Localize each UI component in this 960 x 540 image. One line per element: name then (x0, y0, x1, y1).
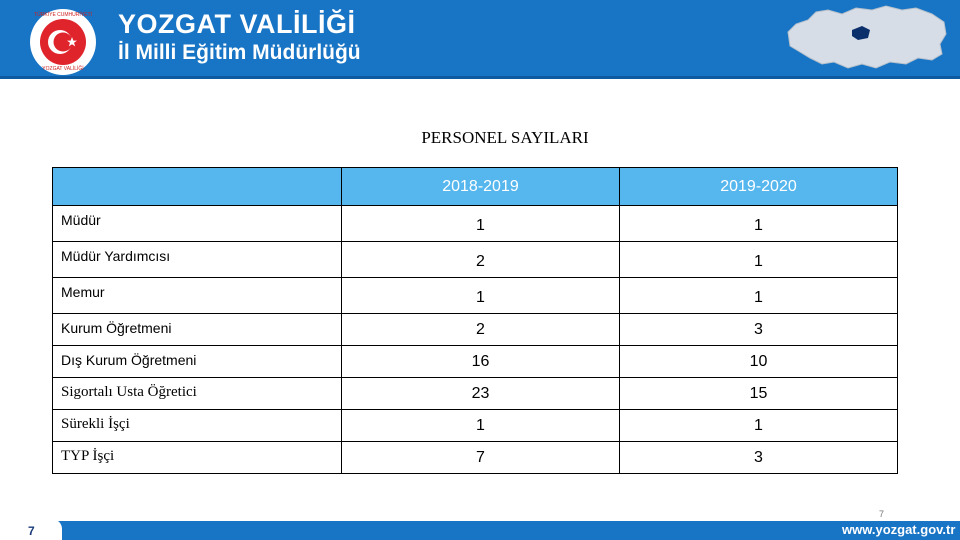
row-value-2018-2019: 1 (341, 205, 620, 242)
table-row: Dış Kurum Öğretmeni 16 10 (52, 345, 898, 378)
table-row: Müdür 1 1 (52, 205, 898, 242)
slide-title: PERSONEL SAYILARI (421, 128, 589, 147)
row-value-2019-2020: 3 (619, 441, 898, 474)
header-bar: TÜRKİYE CUMHURİYETİ YOZGAT VALİLİĞİ YOZG… (0, 0, 960, 79)
row-value-2019-2020: 1 (619, 409, 898, 442)
personnel-table: 2018-2019 2019-2020 Müdür 1 1 Müdür Yard… (52, 167, 898, 474)
row-value-2019-2020: 3 (619, 313, 898, 346)
row-value-2019-2020: 1 (619, 205, 898, 242)
row-value-2019-2020: 10 (619, 345, 898, 378)
table-row: Memur 1 1 (52, 277, 898, 314)
header-subtitle: İl Milli Eğitim Müdürlüğü (118, 41, 361, 64)
table-row: Kurum Öğretmeni 2 3 (52, 313, 898, 346)
header-title: YOZGAT VALİLİĞİ (118, 9, 356, 39)
crescent-star-seal-icon: TÜRKİYE CUMHURİYETİ YOZGAT VALİLİĞİ (30, 9, 96, 75)
turkey-map-icon (787, 5, 947, 69)
row-value-2018-2019: 2 (341, 313, 620, 346)
row-label: Sürekli İşçi (52, 409, 342, 442)
website-link[interactable]: www.yozgat.gov.tr (842, 522, 956, 537)
row-value-2018-2019: 23 (341, 377, 620, 410)
row-value-2018-2019: 1 (341, 277, 620, 314)
seal-bottom-text: YOZGAT VALİLİĞİ (42, 66, 84, 72)
row-label: Sigortalı Usta Öğretici (52, 377, 342, 410)
row-label: TYP İşçi (52, 441, 342, 474)
table-header-blank (52, 167, 342, 206)
table-row: Sürekli İşçi 1 1 (52, 409, 898, 442)
row-value-2019-2020: 15 (619, 377, 898, 410)
row-value-2019-2020: 1 (619, 277, 898, 314)
table-row: TYP İşçi 7 3 (52, 441, 898, 474)
table-header-row: 2018-2019 2019-2020 (52, 167, 898, 206)
row-value-2018-2019: 2 (341, 241, 620, 278)
table-header-2019-2020: 2019-2020 (619, 167, 898, 206)
row-label: Kurum Öğretmeni (52, 313, 342, 346)
table-row: Müdür Yardımcısı 2 1 (52, 241, 898, 278)
row-label: Müdür (52, 205, 342, 242)
table-header-2018-2019: 2018-2019 (341, 167, 620, 206)
row-value-2019-2020: 1 (619, 241, 898, 278)
row-label: Dış Kurum Öğretmeni (52, 345, 342, 378)
row-label: Müdür Yardımcısı (52, 241, 342, 278)
slide-number: 7 (879, 509, 885, 519)
row-label: Memur (52, 277, 342, 314)
footer-bar (0, 521, 960, 540)
seal-top-text: TÜRKİYE CUMHURİYETİ (34, 12, 92, 18)
row-value-2018-2019: 7 (341, 441, 620, 474)
row-value-2018-2019: 16 (341, 345, 620, 378)
footer-page-tab (0, 519, 62, 540)
page-number: 7 (28, 524, 35, 538)
table-row: Sigortalı Usta Öğretici 23 15 (52, 377, 898, 410)
row-value-2018-2019: 1 (341, 409, 620, 442)
